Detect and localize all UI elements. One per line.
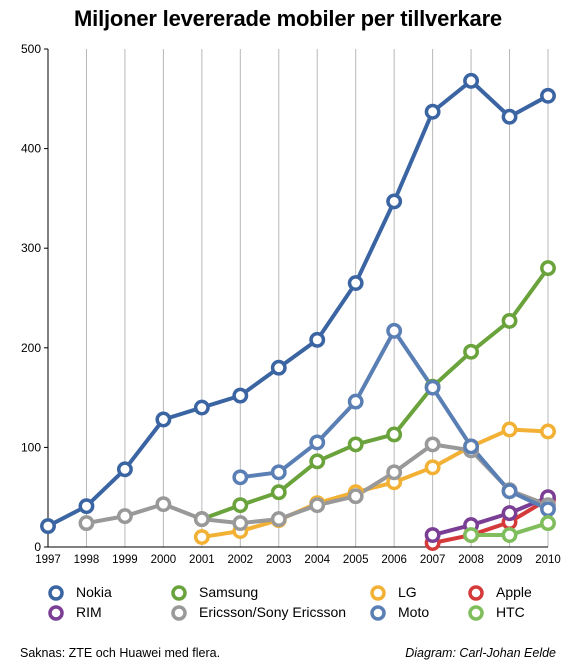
data-point-nokia [155, 411, 172, 428]
legend-marker-icon [48, 605, 64, 621]
data-point-ericsson-sony-ericsson [116, 508, 133, 525]
data-point-ericsson-sony-ericsson [155, 496, 172, 513]
chart-title: Miljoner levererade mobiler per tillverk… [74, 6, 502, 31]
x-tick-label: 1998 [74, 554, 100, 566]
x-tick-label: 2001 [189, 554, 215, 566]
data-point-samsung [270, 484, 287, 501]
legend-label: Samsung [199, 584, 259, 600]
legend-marker-icon [468, 605, 484, 621]
data-point-samsung [463, 343, 480, 360]
legend-label: HTC [496, 604, 525, 620]
data-point-lg [193, 529, 210, 545]
x-tick-label: 2000 [151, 554, 177, 566]
data-point-ericsson-sony-ericsson [78, 515, 95, 532]
data-point-moto [309, 434, 326, 451]
y-tick-label: 0 [34, 540, 41, 554]
data-point-samsung [540, 260, 556, 277]
data-point-nokia [232, 387, 249, 404]
legend-label: Apple [496, 584, 532, 600]
data-point-htc [540, 515, 556, 532]
data-point-samsung [232, 497, 249, 514]
data-point-moto [424, 379, 441, 396]
legend-marker-icon [48, 585, 64, 601]
data-point-moto [232, 469, 249, 486]
x-tick-label: 2002 [228, 554, 254, 566]
y-tick-label: 300 [21, 241, 41, 255]
footnote: Saknas: ZTE och Huawei med flera. [20, 646, 221, 660]
data-point-rim [424, 527, 441, 543]
legend-label: Nokia [76, 584, 112, 600]
y-tick-label: 200 [21, 341, 41, 355]
y-tick-label: 400 [21, 142, 41, 156]
data-point-nokia [309, 331, 326, 348]
data-point-nokia [193, 399, 210, 416]
x-tick-label: 2010 [535, 554, 561, 566]
data-point-nokia [386, 193, 403, 210]
legend-label: LG [398, 584, 417, 600]
x-tick-label: 1999 [112, 554, 138, 566]
data-point-nokia [78, 498, 95, 515]
x-tick-label: 2003 [266, 554, 292, 566]
data-point-samsung [386, 426, 403, 443]
data-point-moto [270, 464, 287, 481]
series-line-nokia [46, 78, 550, 529]
chart-credit: Diagram: Carl-Johan Eelde [405, 646, 556, 660]
legend-marker-icon [370, 605, 386, 621]
legend-label: Ericsson/Sony Ericsson [199, 604, 347, 620]
data-point-nokia [501, 108, 518, 125]
x-tick-label: 1997 [35, 554, 61, 566]
data-point-samsung [501, 312, 518, 329]
legend-label: Moto [398, 604, 430, 620]
data-point-ericsson-sony-ericsson [232, 515, 249, 532]
data-point-moto [540, 501, 556, 518]
tick-labels: 0 100 200 300 400 500 1997 1998 1999 2000 2001 2002… [21, 42, 561, 566]
x-tick-label: 2009 [497, 554, 523, 566]
series-line-apple [430, 497, 550, 546]
data-point-nokia [116, 461, 133, 478]
legend-marker-icon [171, 585, 187, 601]
data-point-rim [501, 505, 518, 522]
grid-lines [85, 49, 549, 547]
data-point-nokia [540, 87, 556, 104]
legend-marker-icon [370, 585, 386, 601]
legend-marker-icon [171, 605, 187, 621]
data-point-ericsson-sony-ericsson [424, 436, 441, 453]
data-point-lg [540, 423, 556, 440]
data-point-ericsson-sony-ericsson [347, 488, 364, 505]
series-line-lg [199, 427, 550, 540]
data-point-moto [347, 393, 364, 410]
data-point-moto [386, 322, 403, 339]
data-point-htc [463, 527, 480, 543]
y-tick-label: 500 [21, 42, 41, 56]
data-point-nokia [40, 518, 56, 535]
data-point-moto [463, 438, 480, 455]
series-line-samsung [199, 266, 550, 522]
line-chart: 0 100 200 300 400 500 1997 1998 1999 2000 2001 2002… [21, 42, 561, 566]
data-point-ericsson-sony-ericsson [193, 511, 210, 528]
data-point-moto [501, 483, 518, 500]
data-point-nokia [347, 275, 364, 292]
data-point-ericsson-sony-ericsson [309, 497, 326, 514]
data-point-lg [424, 459, 441, 476]
data-point-lg [501, 421, 518, 438]
data-point-ericsson-sony-ericsson [270, 511, 287, 528]
legend-label: RIM [76, 604, 102, 620]
data-point-ericsson-sony-ericsson [386, 464, 403, 481]
x-tick-label: 2004 [304, 554, 330, 566]
data-point-samsung [347, 436, 364, 453]
x-tick-label: 2005 [343, 554, 369, 566]
y-tick-label: 100 [21, 440, 41, 454]
data-point-nokia [270, 359, 287, 376]
x-tick-label: 2006 [381, 554, 407, 566]
x-tick-label: 2008 [458, 554, 484, 566]
data-point-nokia [424, 103, 441, 120]
data-point-nokia [463, 72, 480, 89]
axes [44, 48, 548, 548]
series-lines [40, 72, 556, 551]
data-point-htc [501, 527, 518, 543]
legend-marker-icon [468, 585, 484, 601]
data-point-samsung [309, 453, 326, 470]
x-tick-label: 2007 [420, 554, 446, 566]
series-line-rim [430, 495, 550, 538]
